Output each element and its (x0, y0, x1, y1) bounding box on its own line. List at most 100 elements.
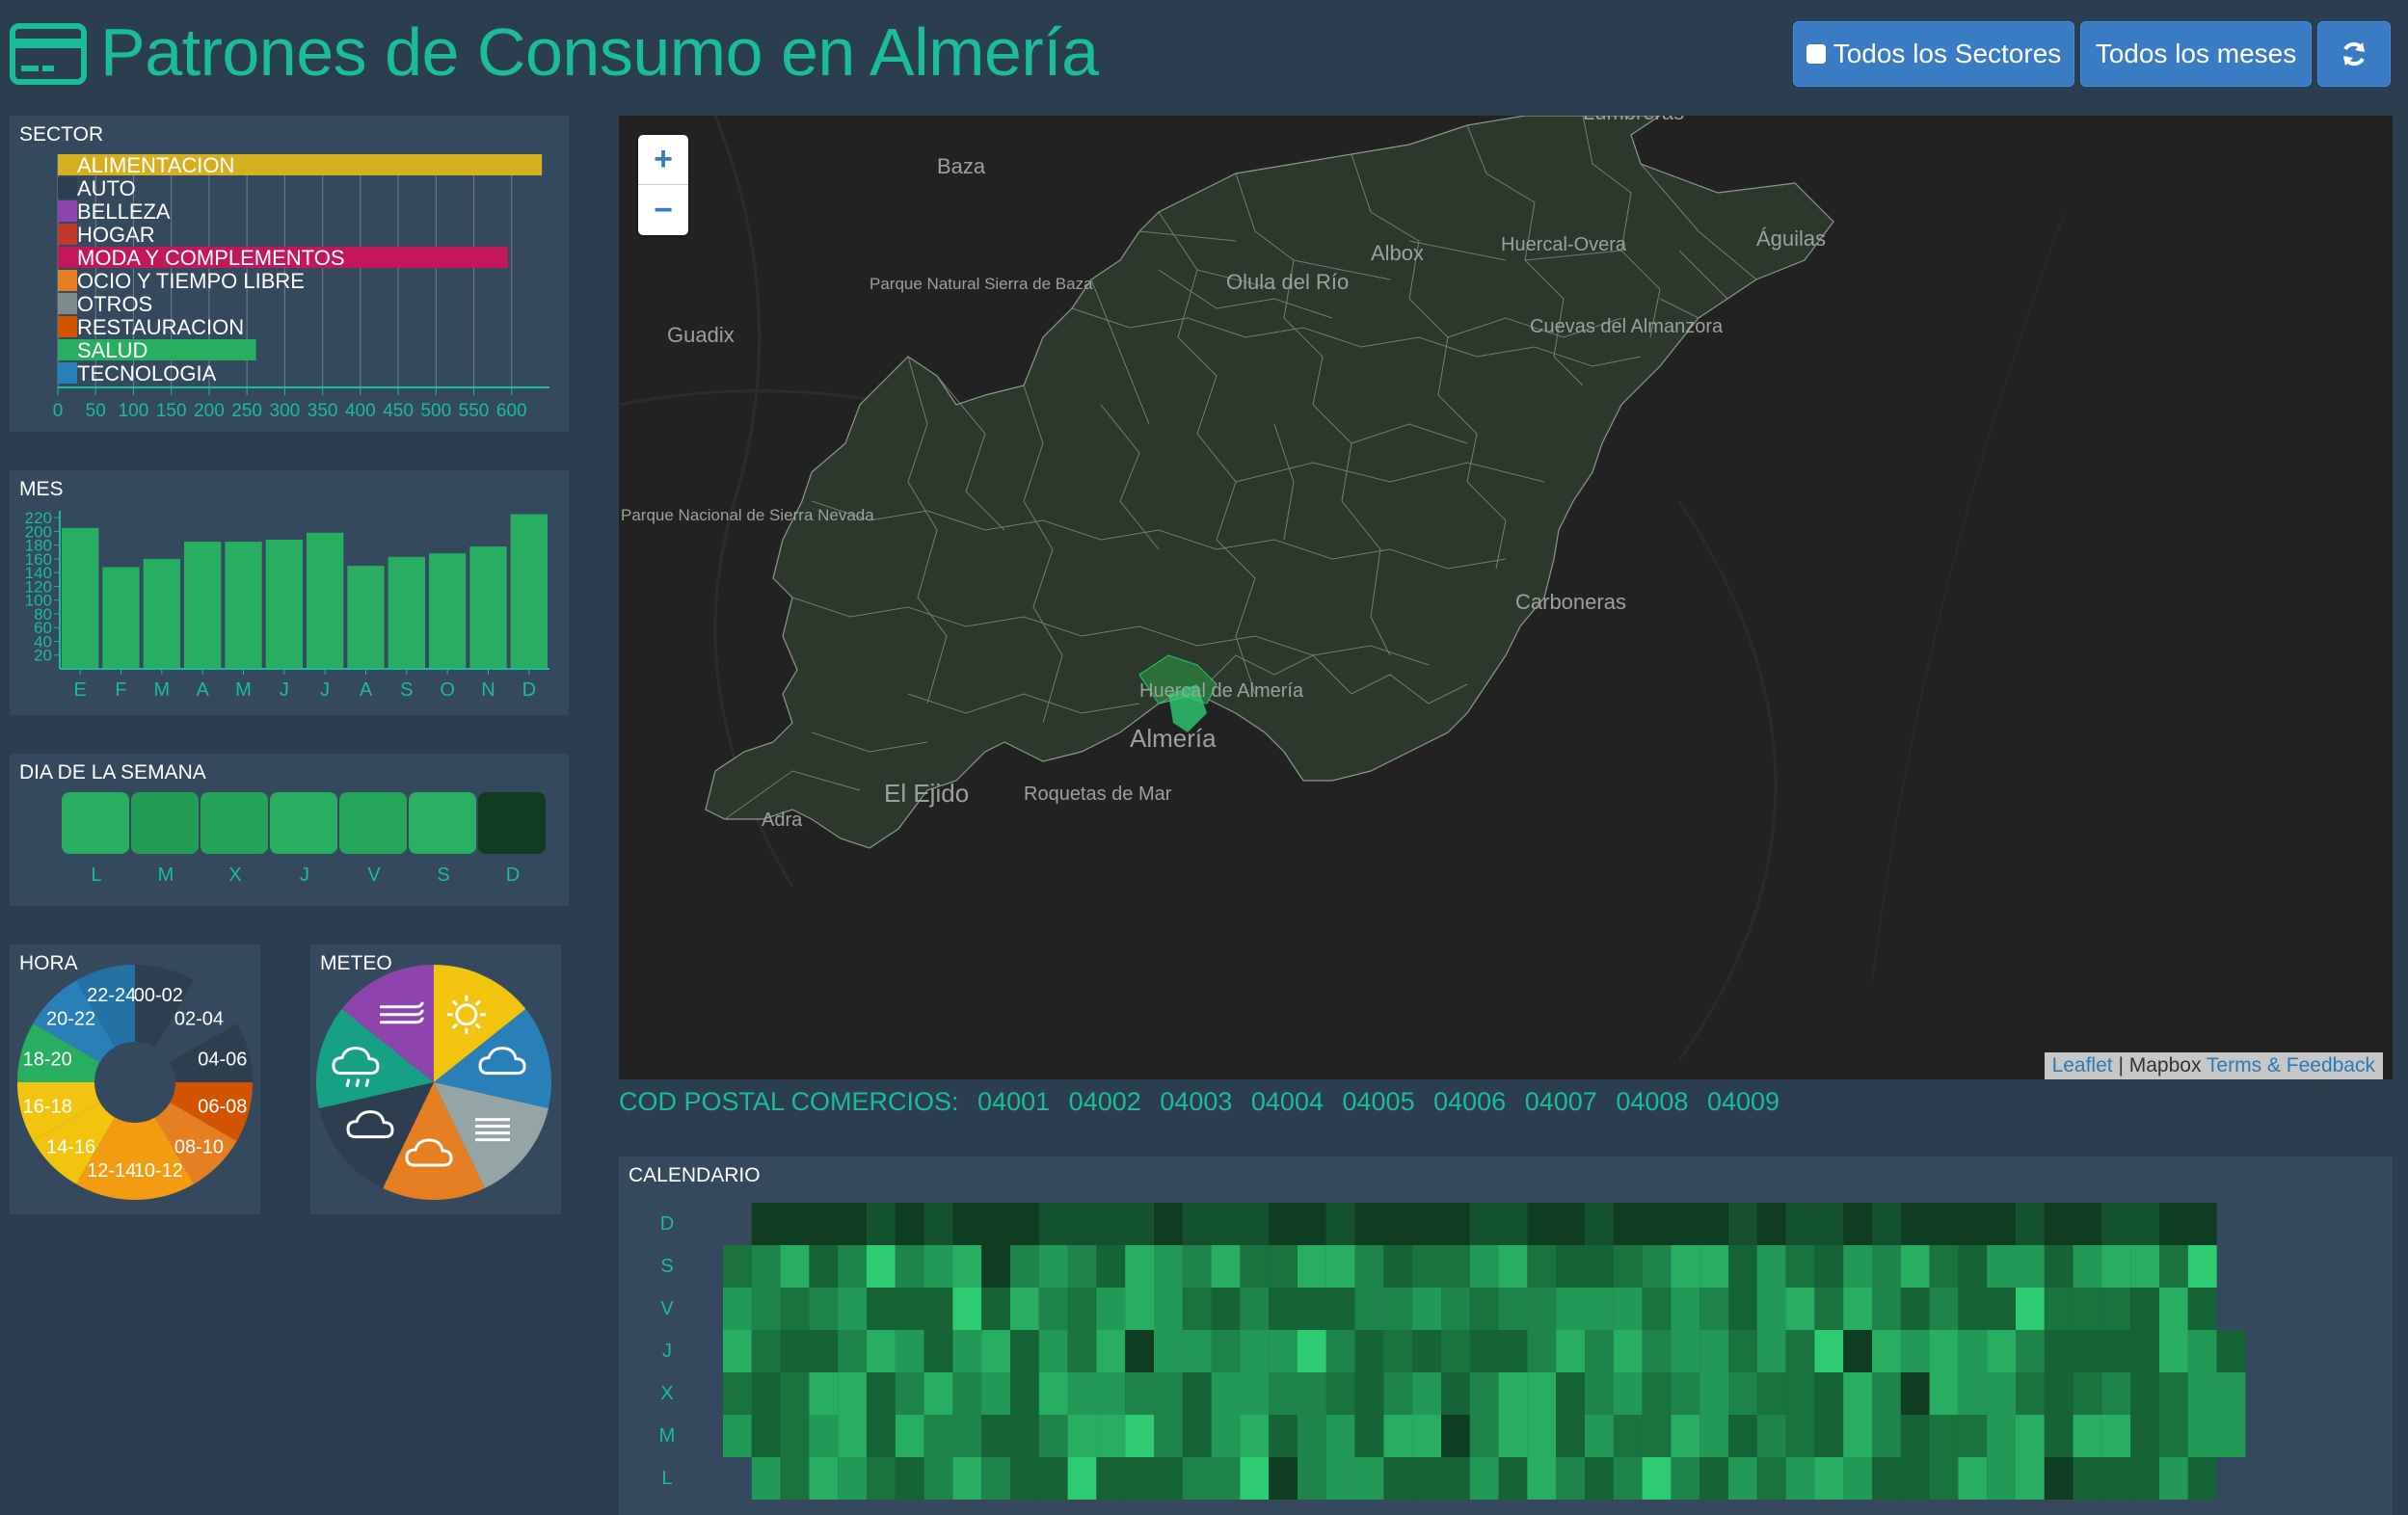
sector-bar[interactable] (58, 339, 256, 360)
calendar-cell[interactable] (2073, 1203, 2102, 1245)
calendar-cell[interactable] (2101, 1245, 2131, 1288)
calendar-cell[interactable] (1067, 1245, 1097, 1288)
calendar-cell[interactable] (2130, 1245, 2159, 1288)
calendar-cell[interactable] (2073, 1457, 2102, 1500)
all-sectors-button[interactable]: Todos los Sectores (1793, 21, 2074, 87)
calendar-cell[interactable] (1929, 1288, 1959, 1330)
calendar-cell[interactable] (1613, 1457, 1643, 1500)
calendar-cell[interactable] (2101, 1415, 2131, 1457)
calendar-cell[interactable] (867, 1457, 896, 1500)
calendar-cell[interactable] (1987, 1415, 2016, 1457)
calendar-cell[interactable] (1527, 1330, 1557, 1372)
calendar-cell[interactable] (809, 1457, 839, 1500)
calendar-cell[interactable] (1958, 1288, 1988, 1330)
weather-slice[interactable] (434, 965, 526, 1082)
calendar-cell[interactable] (1125, 1372, 1154, 1415)
calendar-cell[interactable] (1240, 1288, 1270, 1330)
calendar-cell[interactable] (867, 1415, 896, 1457)
calendar-cell[interactable] (1958, 1415, 1988, 1457)
sector-bar-stub[interactable] (58, 316, 77, 337)
calendar-cell[interactable] (1354, 1457, 1384, 1500)
sector-bar-stub[interactable] (58, 270, 77, 291)
calendar-cell[interactable] (1096, 1288, 1126, 1330)
calendar-cell[interactable] (981, 1245, 1010, 1288)
sector-bar[interactable] (58, 154, 543, 175)
calendar-cell[interactable] (1613, 1330, 1643, 1372)
calendar-cell[interactable] (1354, 1330, 1384, 1372)
calendar-cell[interactable] (1527, 1288, 1557, 1330)
calendar-cell[interactable] (1843, 1288, 1872, 1330)
calendar-cell[interactable] (1211, 1415, 1241, 1457)
calendar-cell[interactable] (1900, 1415, 1930, 1457)
calendar-cell[interactable] (895, 1415, 924, 1457)
calendar-cell[interactable] (2044, 1203, 2074, 1245)
calendar-cell[interactable] (2044, 1245, 2074, 1288)
month-bar[interactable] (102, 567, 140, 669)
calendar-cell[interactable] (1872, 1372, 1901, 1415)
calendar-cell[interactable] (1785, 1330, 1815, 1372)
calendar-cell[interactable] (2101, 1203, 2131, 1245)
calendar-cell[interactable] (1728, 1457, 1757, 1500)
postal-code-link[interactable]: 04002 (1068, 1087, 1141, 1116)
sector-label[interactable]: MODA Y COMPLEMENTOS (77, 246, 345, 270)
calendar-cell[interactable] (1728, 1372, 1757, 1415)
calendar-cell[interactable] (1498, 1457, 1528, 1500)
calendar-cell[interactable] (1756, 1203, 1786, 1245)
calendar-cell[interactable] (809, 1288, 839, 1330)
calendar-cell[interactable] (1182, 1372, 1212, 1415)
calendar-cell[interactable] (1613, 1245, 1643, 1288)
calendar-cell[interactable] (1038, 1457, 1068, 1500)
calendar-cell[interactable] (1556, 1457, 1585, 1500)
calendar-cell[interactable] (1556, 1203, 1585, 1245)
calendar-cell[interactable] (1412, 1372, 1441, 1415)
calendar-cell[interactable] (1785, 1372, 1815, 1415)
hour-slice[interactable] (33, 1103, 115, 1184)
calendar-cell[interactable] (809, 1203, 839, 1245)
month-bar[interactable] (347, 566, 385, 669)
weekday-cell[interactable] (339, 792, 407, 854)
month-bar[interactable] (62, 527, 99, 669)
calendar-cell[interactable] (1182, 1288, 1212, 1330)
calendar-cell[interactable] (1585, 1457, 1614, 1500)
calendar-cell[interactable] (1125, 1203, 1154, 1245)
calendar-cell[interactable] (1354, 1415, 1384, 1457)
calendar-cell[interactable] (1498, 1203, 1528, 1245)
calendar-cell[interactable] (1613, 1288, 1643, 1330)
calendar-cell[interactable] (1211, 1330, 1241, 1372)
month-bar[interactable] (265, 539, 303, 669)
calendar-cell[interactable] (838, 1415, 867, 1457)
calendar-cell[interactable] (1354, 1203, 1384, 1245)
calendar-cell[interactable] (2187, 1203, 2217, 1245)
calendar-cell[interactable] (952, 1245, 982, 1288)
calendar-cell[interactable] (1671, 1457, 1700, 1500)
calendar-cell[interactable] (1441, 1330, 1470, 1372)
calendar-cell[interactable] (1067, 1203, 1097, 1245)
refresh-button[interactable] (2317, 21, 2391, 87)
calendar-cell[interactable] (1154, 1457, 1183, 1500)
calendar-cell[interactable] (952, 1415, 982, 1457)
calendar-cell[interactable] (1010, 1330, 1039, 1372)
calendar-cell[interactable] (2187, 1415, 2217, 1457)
calendar-cell[interactable] (1814, 1457, 1844, 1500)
calendar-cell[interactable] (1671, 1203, 1700, 1245)
calendar-cell[interactable] (1498, 1372, 1528, 1415)
calendar-cell[interactable] (1785, 1457, 1815, 1500)
calendar-cell[interactable] (1872, 1330, 1901, 1372)
calendar-cell[interactable] (1240, 1415, 1270, 1457)
calendar-cell[interactable] (1613, 1372, 1643, 1415)
calendar-cell[interactable] (1958, 1372, 1988, 1415)
calendar-cell[interactable] (1412, 1203, 1441, 1245)
hour-slice[interactable] (17, 1023, 100, 1082)
calendar-cell[interactable] (1872, 1288, 1901, 1330)
sector-label[interactable]: TECNOLOGIA (77, 361, 217, 385)
calendar-cell[interactable] (1929, 1415, 1959, 1457)
calendar-cell[interactable] (2101, 1372, 2131, 1415)
calendar-cell[interactable] (1469, 1203, 1499, 1245)
calendar-cell[interactable] (1067, 1457, 1097, 1500)
hour-slice[interactable] (135, 965, 194, 1048)
calendar-cell[interactable] (981, 1457, 1010, 1500)
calendar-cell[interactable] (1211, 1245, 1241, 1288)
calendar-cell[interactable] (1785, 1415, 1815, 1457)
hour-slice[interactable] (155, 1103, 237, 1184)
